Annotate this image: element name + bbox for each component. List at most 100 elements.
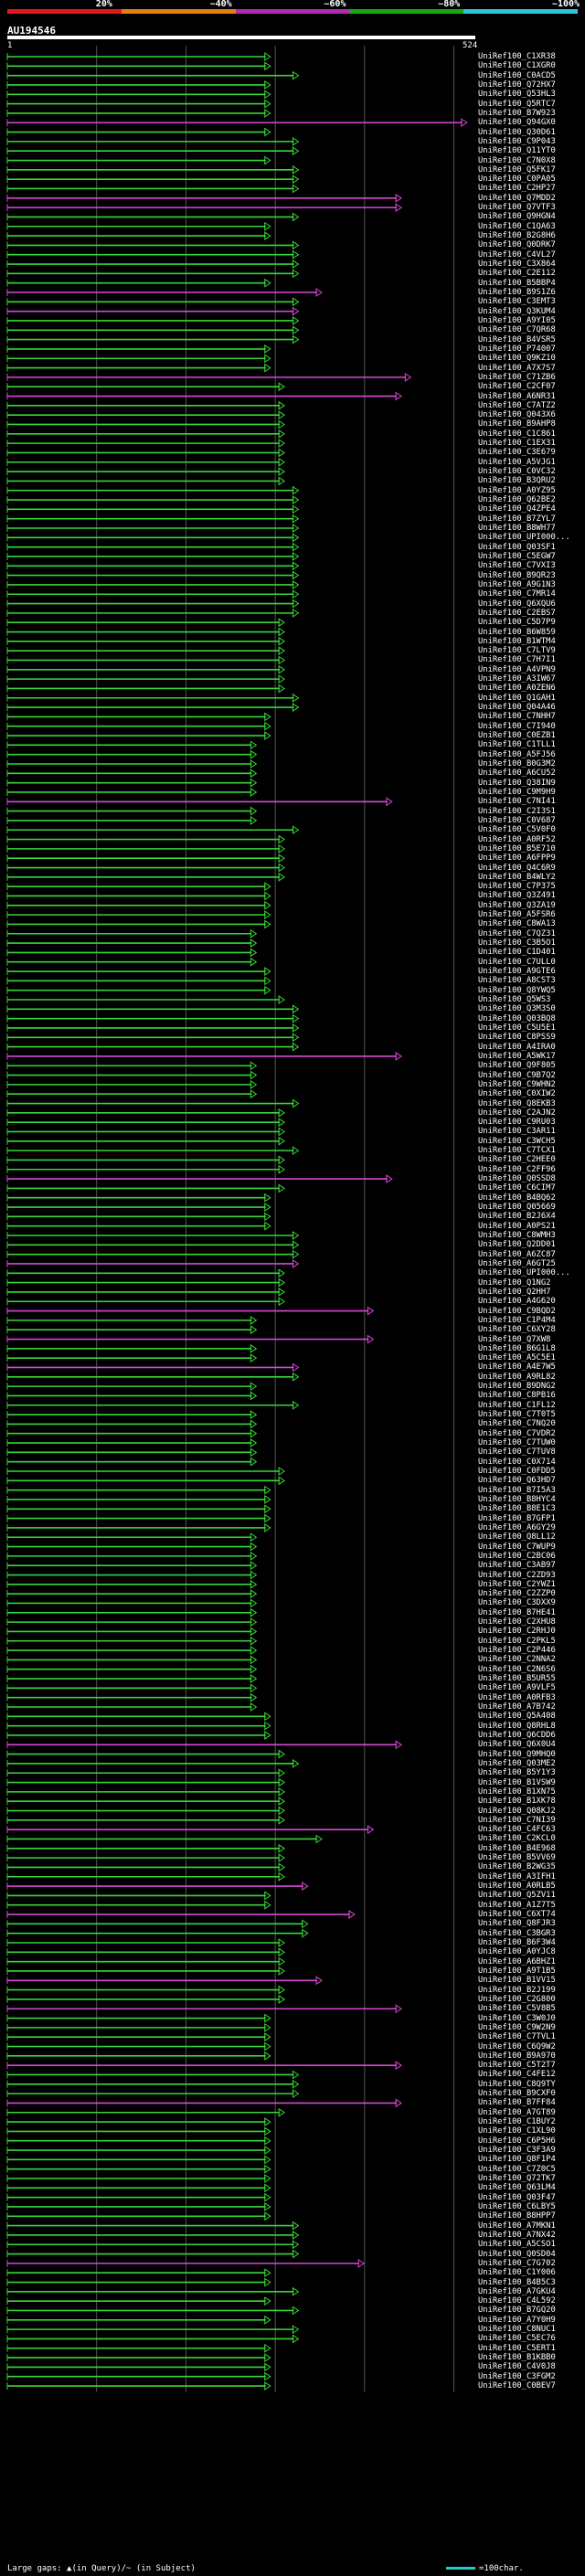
hit-id-label[interactable]: UniRef100_Q63HD7 — [478, 1476, 556, 1486]
hit-id-label[interactable]: UniRef100_B9A970 — [478, 2051, 556, 2061]
hit-id-label[interactable]: UniRef100_C7P375 — [478, 882, 556, 892]
hit-id-label[interactable]: UniRef100_B7HE41 — [478, 1607, 556, 1617]
hit-id-label[interactable]: UniRef100_C5U5E1 — [478, 1023, 556, 1033]
hit-id-label[interactable]: UniRef100_C71ZB6 — [478, 372, 556, 382]
hit-id-label[interactable]: UniRef100_B1XK78 — [478, 1797, 556, 1807]
hit-id-label[interactable]: UniRef100_B4VSR5 — [478, 334, 556, 345]
hit-id-label[interactable]: UniRef100_A0YZ95 — [478, 485, 556, 495]
hit-id-label[interactable]: UniRef100_Q03ME2 — [478, 1758, 556, 1768]
hit-id-label[interactable]: UniRef100_C7TCX1 — [478, 1146, 556, 1156]
hit-id-label[interactable]: UniRef100_Q4ZPE4 — [478, 504, 556, 514]
hit-id-label[interactable]: UniRef100_Q2DD01 — [478, 1240, 556, 1250]
hit-id-label[interactable]: UniRef100_B7GFP1 — [478, 1513, 556, 1523]
hit-id-label[interactable]: UniRef100_C0FDD5 — [478, 1467, 556, 1476]
hit-id-label[interactable]: UniRef100_UPI000... — [478, 533, 570, 543]
hit-id-label[interactable]: UniRef100_A1Z7T5 — [478, 1900, 556, 1910]
hit-id-label[interactable]: UniRef100_C0V687 — [478, 815, 556, 825]
hit-id-label[interactable]: UniRef100_A4G620 — [478, 1297, 556, 1307]
hit-id-label[interactable]: UniRef100_Q38IN9 — [478, 778, 556, 788]
hit-id-label[interactable]: UniRef100_C2RHJ0 — [478, 1627, 556, 1637]
hit-id-label[interactable]: UniRef100_C0EZB1 — [478, 731, 556, 741]
hit-id-label[interactable]: UniRef100_C7Z0C5 — [478, 2164, 556, 2174]
hit-id-label[interactable]: UniRef100_B9CXF0 — [478, 2089, 556, 2099]
hit-id-label[interactable]: UniRef100_C4L592 — [478, 2296, 556, 2306]
hit-id-label[interactable]: UniRef100_B1VSW9 — [478, 1777, 556, 1787]
hit-id-label[interactable]: UniRef100_C6CIM7 — [478, 1183, 556, 1193]
hit-id-label[interactable]: UniRef100_Q72TK7 — [478, 2174, 556, 2183]
hit-id-label[interactable]: UniRef100_B5E710 — [478, 843, 556, 853]
hit-id-label[interactable]: UniRef100_Q5A408 — [478, 1712, 556, 1722]
hit-id-label[interactable]: UniRef100_A5C5E1 — [478, 1353, 556, 1363]
hit-id-label[interactable]: UniRef100_Q9MHQ0 — [478, 1749, 556, 1759]
hit-id-label[interactable]: UniRef100_C1QA63 — [478, 221, 556, 231]
hit-id-label[interactable]: UniRef100_C3W0J0 — [478, 2013, 556, 2023]
hit-id-label[interactable]: UniRef100_Q8RHL8 — [478, 1721, 556, 1731]
hit-id-label[interactable]: UniRef100_C7NI41 — [478, 797, 556, 807]
hit-id-label[interactable]: UniRef100_Q8EKB3 — [478, 1098, 556, 1108]
hit-id-label[interactable]: UniRef100_C1TLL1 — [478, 740, 556, 750]
hit-id-label[interactable]: UniRef100_B2J6X4 — [478, 1212, 556, 1222]
hit-id-label[interactable]: UniRef100_C7ATZ2 — [478, 400, 556, 410]
hit-id-label[interactable]: UniRef100_A7MKN1 — [478, 2221, 556, 2231]
hit-id-label[interactable]: UniRef100_Q2HH7 — [478, 1287, 551, 1297]
hit-id-label[interactable]: UniRef100_B2G8H6 — [478, 231, 556, 241]
hit-id-label[interactable]: UniRef100_B5UR55 — [478, 1674, 556, 1684]
hit-id-label[interactable]: UniRef100_Q5FK17 — [478, 164, 556, 175]
hit-id-label[interactable]: UniRef100_C8PSS9 — [478, 1033, 556, 1043]
hit-id-label[interactable]: UniRef100_A6GY29 — [478, 1522, 556, 1532]
hit-id-label[interactable]: UniRef100_C1C861 — [478, 429, 556, 439]
hit-id-label[interactable]: UniRef100_C7G702 — [478, 2258, 556, 2268]
hit-id-label[interactable]: UniRef100_Q0DRK7 — [478, 240, 556, 250]
hit-id-label[interactable]: UniRef100_A8CST3 — [478, 976, 556, 986]
hit-id-label[interactable]: UniRef100_Q3ZA19 — [478, 900, 556, 910]
hit-id-label[interactable]: UniRef100_C7T0T5 — [478, 1410, 556, 1420]
hit-id-label[interactable]: UniRef100_C2ZZP0 — [478, 1589, 556, 1599]
hit-id-label[interactable]: UniRef100_C2HP27 — [478, 184, 556, 194]
hit-id-label[interactable]: UniRef100_Q7VTF3 — [478, 203, 556, 213]
hit-id-label[interactable]: UniRef100_C0VC32 — [478, 467, 556, 477]
hit-id-label[interactable]: UniRef100_C2AJN2 — [478, 1108, 556, 1118]
hit-id-label[interactable]: UniRef100_A5WK17 — [478, 1051, 556, 1061]
hit-id-label[interactable]: UniRef100_Q03F47 — [478, 2192, 556, 2202]
hit-id-label[interactable]: UniRef100_C4VL27 — [478, 249, 556, 260]
hit-id-label[interactable]: UniRef100_C5V8B5 — [478, 2004, 556, 2014]
hit-id-label[interactable]: UniRef100_C2FF96 — [478, 1164, 556, 1174]
hit-id-label[interactable]: UniRef100_B9DNG2 — [478, 1382, 556, 1392]
hit-id-label[interactable]: UniRef100_B0G3M2 — [478, 759, 556, 769]
hit-id-label[interactable]: UniRef100_B5BBP4 — [478, 278, 556, 288]
hit-id-label[interactable]: UniRef100_C7N0X8 — [478, 155, 556, 165]
hit-id-label[interactable]: UniRef100_Q8F1P4 — [478, 2155, 556, 2165]
hit-id-label[interactable]: UniRef100_A7Y0H9 — [478, 2315, 556, 2325]
hit-id-label[interactable]: UniRef100_Q9F805 — [478, 1061, 556, 1071]
hit-id-label[interactable]: UniRef100_A6ZC87 — [478, 1249, 556, 1259]
hit-id-label[interactable]: UniRef100_Q7XW8 — [478, 1334, 551, 1344]
hit-id-label[interactable]: UniRef100_C2XHU8 — [478, 1617, 556, 1627]
hit-id-label[interactable]: UniRef100_C7QR68 — [478, 325, 556, 335]
hit-id-label[interactable]: UniRef100_A3IW67 — [478, 674, 556, 684]
hit-id-label[interactable]: UniRef100_A9RL82 — [478, 1372, 556, 1382]
hit-id-label[interactable]: UniRef100_C6XT74 — [478, 1910, 556, 1920]
hit-id-label[interactable]: UniRef100_C1P4M4 — [478, 1315, 556, 1325]
hit-id-label[interactable]: UniRef100_A6CU52 — [478, 769, 556, 779]
hit-id-label[interactable]: UniRef100_Q3M3S0 — [478, 1004, 556, 1014]
hit-id-label[interactable]: UniRef100_C1XGR0 — [478, 61, 556, 71]
hit-id-label[interactable]: UniRef100_A5VJG1 — [478, 457, 556, 467]
hit-id-label[interactable]: UniRef100_C8Q9TY — [478, 2079, 556, 2089]
hit-id-label[interactable]: UniRef100_A0RF52 — [478, 834, 556, 844]
hit-id-label[interactable]: UniRef100_C0PA05 — [478, 175, 556, 185]
hit-id-label[interactable]: UniRef100_A5FJ56 — [478, 749, 556, 759]
hit-id-label[interactable]: UniRef100_Q5RTC7 — [478, 99, 556, 109]
hit-id-label[interactable]: UniRef100_C7ULL0 — [478, 957, 556, 967]
hit-id-label[interactable]: UniRef100_C7QZ31 — [478, 928, 556, 938]
hit-id-label[interactable]: UniRef100_B8WH77 — [478, 524, 556, 533]
hit-id-label[interactable]: UniRef100_Q04A46 — [478, 703, 556, 713]
hit-id-label[interactable]: UniRef100_C3AR11 — [478, 1127, 556, 1137]
hit-id-label[interactable]: UniRef100_Q62BE2 — [478, 495, 556, 505]
hit-id-label[interactable]: UniRef100_C3X864 — [478, 260, 556, 270]
hit-id-label[interactable]: UniRef100_B8E1C3 — [478, 1504, 556, 1514]
hit-id-label[interactable]: UniRef100_C7NHH7 — [478, 712, 556, 722]
hit-id-label[interactable]: UniRef100_C2YWZ1 — [478, 1579, 556, 1589]
hit-id-label[interactable]: UniRef100_C7I940 — [478, 721, 556, 731]
hit-id-label[interactable]: UniRef100_Q0SSD8 — [478, 1174, 556, 1184]
hit-id-label[interactable]: UniRef100_C5ERT1 — [478, 2343, 556, 2353]
